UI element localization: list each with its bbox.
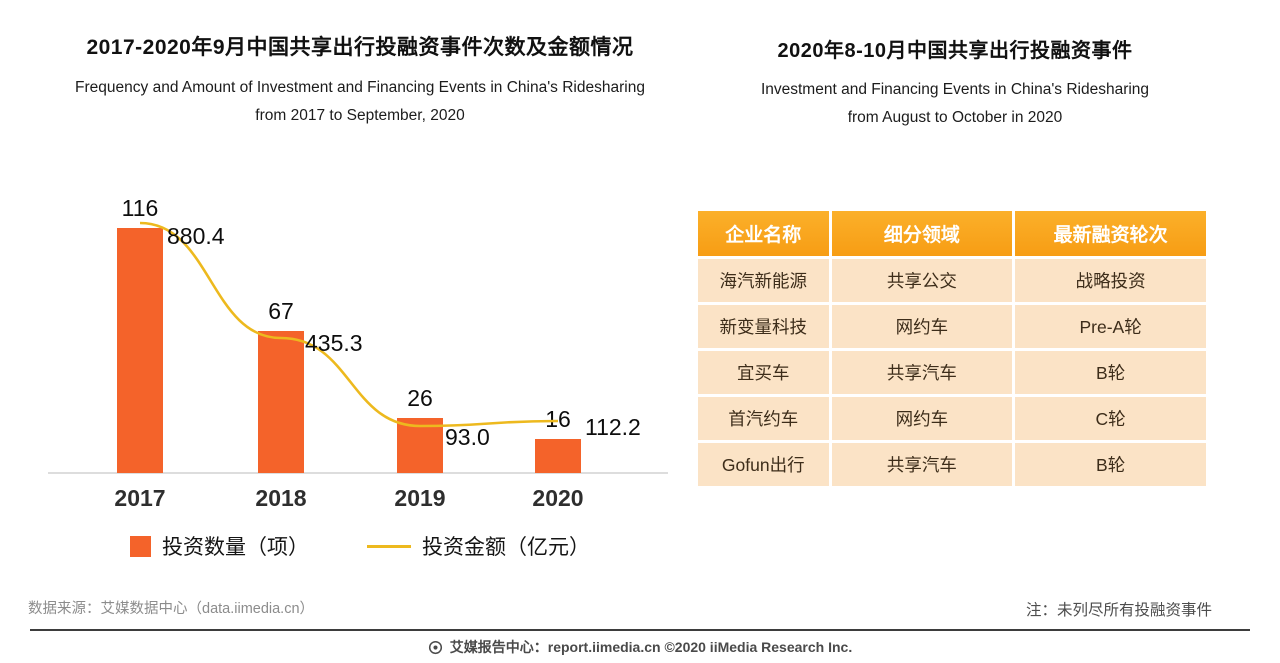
bar-2018 (258, 331, 304, 473)
category-label: 2018 (255, 485, 306, 511)
legend-label-bars: 投资数量（项） (162, 536, 309, 559)
table-header-row: 企业名称 细分领域 最新融资轮次 (698, 211, 1206, 256)
amount-value-label: 112.2 (585, 414, 641, 440)
header-round: 最新融资轮次 (1015, 211, 1206, 256)
right-panel-subtitle: Investment and Financing Events in China… (700, 76, 1210, 132)
bar-legend-swatch (130, 535, 151, 557)
investment-combo-chart: 116 2017 67 2018 26 2019 16 2020 880.4 435.3 93.0 1… (48, 195, 668, 511)
cell-company: 宜买车 (698, 351, 829, 394)
left-chart-title: 2017-2020年9月中国共享出行投融资事件次数及金额情况 (86, 36, 634, 59)
left-chart-subtitle-line2: from 2017 to September, 2020 (255, 106, 465, 124)
amount-line (139, 221, 559, 428)
cell-company: 海汽新能源 (698, 259, 829, 302)
bar-2017 (117, 228, 163, 473)
cell-round: B轮 (1015, 443, 1206, 486)
table-row: Gofun出行 共享汽车 B轮 (698, 443, 1206, 486)
cell-segment: 网约车 (831, 305, 1013, 348)
footer-text: 艾媒报告中心：report.iimedia.cn ©2020 iiMedia R… (449, 639, 853, 655)
legend-item-line: 投资金额（亿元） (367, 531, 590, 561)
footnote-text: 注：未列尽所有投融资事件 (1025, 602, 1212, 619)
right-panel-subtitle-line1: Investment and Financing Events in China… (760, 81, 1150, 98)
left-chart-subtitle: Frequency and Amount of Investment and F… (15, 74, 705, 130)
header-segment: 细分领域 (831, 211, 1013, 256)
right-panel-subtitle-line2: from August to October in 2020 (847, 108, 1063, 126)
cell-segment: 共享公交 (831, 259, 1013, 302)
amount-value-label: 435.3 (305, 330, 363, 356)
left-chart-subtitle-line1: Frequency and Amount of Investment and F… (75, 79, 645, 96)
financing-table-wrap: 企业名称 细分领域 最新融资轮次 海汽新能源 共享公交 战略投资 新变量科技 网… (695, 208, 1209, 489)
cell-segment: 网约车 (831, 397, 1013, 440)
bar-2020 (535, 439, 581, 473)
table-row: 海汽新能源 共享公交 战略投资 (698, 259, 1206, 302)
category-label: 2019 (394, 485, 445, 511)
cell-segment: 共享汽车 (831, 443, 1013, 486)
cell-round: B轮 (1015, 351, 1206, 394)
data-source-text: 数据来源：艾媒数据中心（data.iimedia.cn） (28, 601, 315, 617)
footer-bar: 艾媒报告中心：report.iimedia.cn ©2020 iiMedia R… (0, 637, 1280, 657)
bar-value-label: 16 (545, 406, 571, 432)
amount-value-label: 93.0 (445, 424, 490, 450)
cell-company: 新变量科技 (698, 305, 829, 348)
cell-round: C轮 (1015, 397, 1206, 440)
table-row: 首汽约车 网约车 C轮 (698, 397, 1206, 440)
cell-segment: 共享汽车 (831, 351, 1013, 394)
table-row: 新变量科技 网约车 Pre-A轮 (698, 305, 1206, 348)
bar-value-label: 116 (122, 195, 159, 221)
legend-item-bars: 投资数量（项） (130, 531, 309, 561)
legend-label-line: 投资金额（亿元） (422, 536, 590, 559)
cell-company: 首汽约车 (698, 397, 829, 440)
category-label: 2017 (114, 485, 165, 511)
line-legend-swatch (367, 544, 411, 548)
chart-legend: 投资数量（项） 投资金额（亿元） (80, 531, 640, 561)
bar-value-label: 26 (407, 385, 433, 411)
cell-round: Pre-A轮 (1015, 305, 1206, 348)
iimedia-logo-icon (428, 640, 442, 654)
financing-table: 企业名称 细分领域 最新融资轮次 海汽新能源 共享公交 战略投资 新变量科技 网… (695, 208, 1209, 489)
bar-value-label: 67 (268, 298, 294, 324)
footer-divider (30, 629, 1250, 631)
category-label: 2020 (532, 485, 583, 511)
right-panel-title: 2020年8-10月中国共享出行投融资事件 (777, 40, 1133, 62)
cell-company: Gofun出行 (698, 443, 829, 486)
amount-value-label: 880.4 (167, 223, 225, 249)
header-company: 企业名称 (698, 211, 829, 256)
table-row: 宜买车 共享汽车 B轮 (698, 351, 1206, 394)
cell-round: 战略投资 (1015, 259, 1206, 302)
